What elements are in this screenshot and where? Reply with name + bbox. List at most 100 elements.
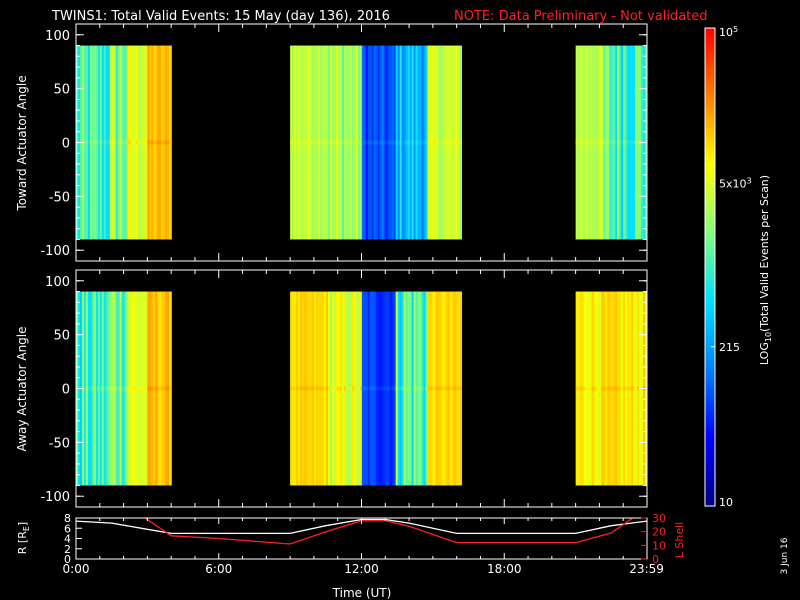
y-tick-label: -50	[49, 436, 70, 451]
heatmap-band	[613, 140, 616, 145]
heatmap-band	[373, 140, 377, 145]
heatmap-band	[327, 140, 331, 145]
heatmap-band	[357, 140, 361, 145]
heatmap-band	[447, 140, 451, 145]
heatmap-band	[365, 140, 369, 145]
heatmap-band	[605, 386, 608, 391]
heatmap-band	[105, 140, 109, 145]
heatmap-band	[377, 386, 381, 391]
y-right-tick-label: 30	[652, 512, 666, 525]
date-stamp: 3 Jun 16	[780, 537, 790, 574]
heatmap-band	[302, 140, 305, 145]
heatmap-band	[125, 140, 129, 145]
heatmap-band	[99, 140, 103, 145]
heatmap-band	[577, 386, 581, 391]
heatmap-band	[355, 140, 359, 145]
heatmap-band	[325, 386, 329, 391]
heatmap-band	[337, 140, 341, 145]
heatmap-band	[611, 386, 614, 391]
heatmap-band	[314, 140, 317, 145]
heatmap-band	[107, 140, 111, 145]
heatmap-band	[333, 386, 337, 391]
heatmap-band	[435, 140, 439, 145]
heatmap-band	[302, 386, 305, 391]
colorbar-tick-label: 105	[719, 25, 738, 39]
y-right-tick-label: 10	[652, 539, 666, 552]
heatmap-band	[455, 386, 459, 391]
heatmap-band	[298, 140, 301, 145]
y-right-tick-label: 0	[652, 553, 659, 566]
heatmap-band	[85, 386, 89, 391]
heatmap-band	[341, 140, 345, 145]
heatmap-band	[581, 140, 585, 145]
heatmap-band	[155, 140, 158, 145]
heatmap-band	[167, 386, 170, 391]
heatmap-band	[425, 140, 429, 145]
heatmap-band	[117, 386, 121, 391]
heatmap-band	[603, 386, 606, 391]
heatmap-band	[447, 386, 451, 391]
heatmap-band	[621, 140, 624, 145]
heatmap-band	[427, 140, 431, 145]
heatmap-band	[405, 386, 409, 391]
heatmap-band	[599, 386, 602, 391]
heatmap-band	[597, 140, 601, 145]
heatmap-band	[349, 386, 353, 391]
heatmap-band	[633, 386, 636, 391]
heatmap-band	[627, 386, 630, 391]
heatmap-band	[593, 386, 597, 391]
heatmap-band	[294, 140, 297, 145]
away-ylabel: Away Actuator Angle	[15, 326, 29, 451]
heatmap-band	[609, 386, 612, 391]
heatmap-band	[413, 140, 417, 145]
heatmap-band	[589, 386, 593, 391]
heatmap-band	[359, 140, 363, 145]
heatmap-band	[167, 140, 170, 145]
heatmap-band	[599, 140, 602, 145]
heatmap-band	[333, 140, 337, 145]
heatmap-band	[153, 140, 156, 145]
heatmap-band	[290, 386, 293, 391]
colorbar-frame	[704, 27, 716, 507]
heatmap-band	[149, 386, 152, 391]
heatmap-band	[409, 140, 413, 145]
heatmap-band	[87, 386, 91, 391]
x-tick-label: 23:59	[629, 562, 664, 576]
heatmap-band	[635, 386, 638, 391]
heatmap-band	[133, 140, 137, 145]
heatmap-band	[109, 140, 113, 145]
heatmap-band	[139, 386, 143, 391]
heatmap-band	[141, 386, 145, 391]
heatmap-band	[409, 386, 413, 391]
heatmap-band	[363, 386, 367, 391]
heatmap-band	[109, 386, 113, 391]
heatmap-band	[601, 386, 604, 391]
heatmap-band	[579, 140, 583, 145]
heatmap-band	[165, 386, 168, 391]
heatmap-band	[335, 386, 339, 391]
colorbar-title: LOG10(Total Valid Events per Scan)	[758, 175, 773, 365]
heatmap-band	[147, 386, 150, 391]
heatmap-band	[159, 386, 162, 391]
heatmap-band	[153, 386, 156, 391]
heatmap-band	[165, 140, 168, 145]
heatmap-band	[405, 140, 409, 145]
heatmap-band	[429, 386, 433, 391]
heatmap-band	[629, 140, 632, 145]
heatmap-band	[591, 386, 595, 391]
heatmap-band	[371, 140, 375, 145]
heatmap-band	[637, 140, 640, 145]
heatmap-band	[89, 140, 93, 145]
heatmap-band	[347, 386, 351, 391]
heatmap-band	[403, 140, 407, 145]
heatmap-band	[425, 386, 429, 391]
heatmap-band	[389, 140, 393, 145]
heatmap-band	[391, 386, 395, 391]
heatmap-band	[331, 386, 335, 391]
heatmap-band	[312, 386, 315, 391]
colorbar: 10 215 5x103 105 LOG10(Total Valid Events pe…	[704, 25, 773, 509]
heatmap-band	[585, 386, 589, 391]
heatmap-band	[583, 140, 587, 145]
x-tick-label: 6:00	[205, 562, 232, 576]
